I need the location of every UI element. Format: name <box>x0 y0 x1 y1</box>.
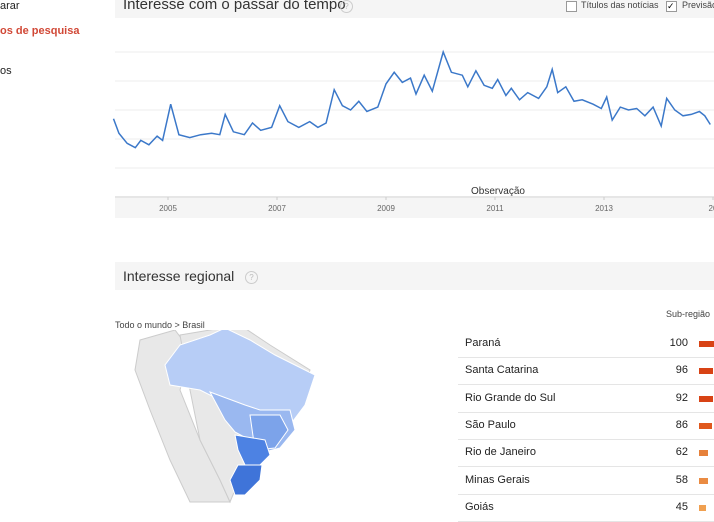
x-tick-label: 2005 <box>159 204 177 213</box>
region-bar <box>699 450 709 457</box>
column-header[interactable]: Sub-região <box>666 309 711 319</box>
region-name: Paraná <box>465 337 501 349</box>
help-icon[interactable]: ? <box>245 271 258 284</box>
region-value: 100 <box>669 337 688 349</box>
x-tick-label: 2013 <box>595 204 613 213</box>
region-bar <box>699 368 714 375</box>
section-title: Interesse regional <box>123 268 235 284</box>
region-name: Minas Gerais <box>465 473 530 486</box>
section-header <box>115 0 714 18</box>
region-name: São Paulo <box>465 418 516 431</box>
row-divider <box>458 411 714 413</box>
region-value: 86 <box>675 418 688 431</box>
x-tick-label: 2009 <box>377 204 395 213</box>
breadcrumb[interactable]: Todo o mundo > Brasil <box>115 320 205 330</box>
region-bar <box>699 422 712 429</box>
region-bar <box>699 395 713 402</box>
region-name: Rio Grande do Sul <box>465 391 556 404</box>
x-tick-label: 20 <box>709 204 714 213</box>
region-value: 58 <box>675 473 688 486</box>
row-divider <box>458 357 714 358</box>
region-bar <box>699 341 714 347</box>
section-title: Interesse com o passar do tempo <box>123 0 346 13</box>
checkbox-label: Títulos das notícias <box>581 0 659 10</box>
region-bar <box>699 504 706 511</box>
map <box>134 330 316 504</box>
row-divider <box>458 466 714 468</box>
region-bar <box>699 477 708 484</box>
checkbox-checked[interactable]: ✓ <box>666 1 677 12</box>
row-divider <box>458 438 714 440</box>
checkbox[interactable] <box>566 1 577 12</box>
region-value: 92 <box>675 391 688 404</box>
line-chart: Observação 2005 2007 2009 2011 2013 20 <box>112 49 714 218</box>
region-name: Goiás <box>465 500 494 513</box>
region-value: 45 <box>675 500 688 513</box>
help-icon[interactable]: ? <box>340 0 353 13</box>
sidebar-item[interactable]: arar <box>0 0 20 12</box>
checkbox-label: Previsão <box>682 0 714 10</box>
region-name: Rio de Janeiro <box>465 446 536 459</box>
annotation: Observação <box>471 186 525 197</box>
section-header <box>115 262 714 290</box>
sidebar-item[interactable]: os de pesquisa <box>0 25 80 37</box>
line-series <box>112 49 711 149</box>
region-value: 96 <box>675 364 688 377</box>
map-region <box>229 464 263 496</box>
x-tick-label: 2007 <box>268 204 286 213</box>
x-tick-label: 2011 <box>486 204 504 213</box>
row-divider <box>458 384 714 386</box>
sidebar-item[interactable]: os <box>0 65 12 77</box>
region-value: 62 <box>675 446 688 459</box>
row-divider <box>458 493 714 495</box>
axis-band <box>115 198 714 218</box>
region-name: Santa Catarina <box>465 364 539 377</box>
